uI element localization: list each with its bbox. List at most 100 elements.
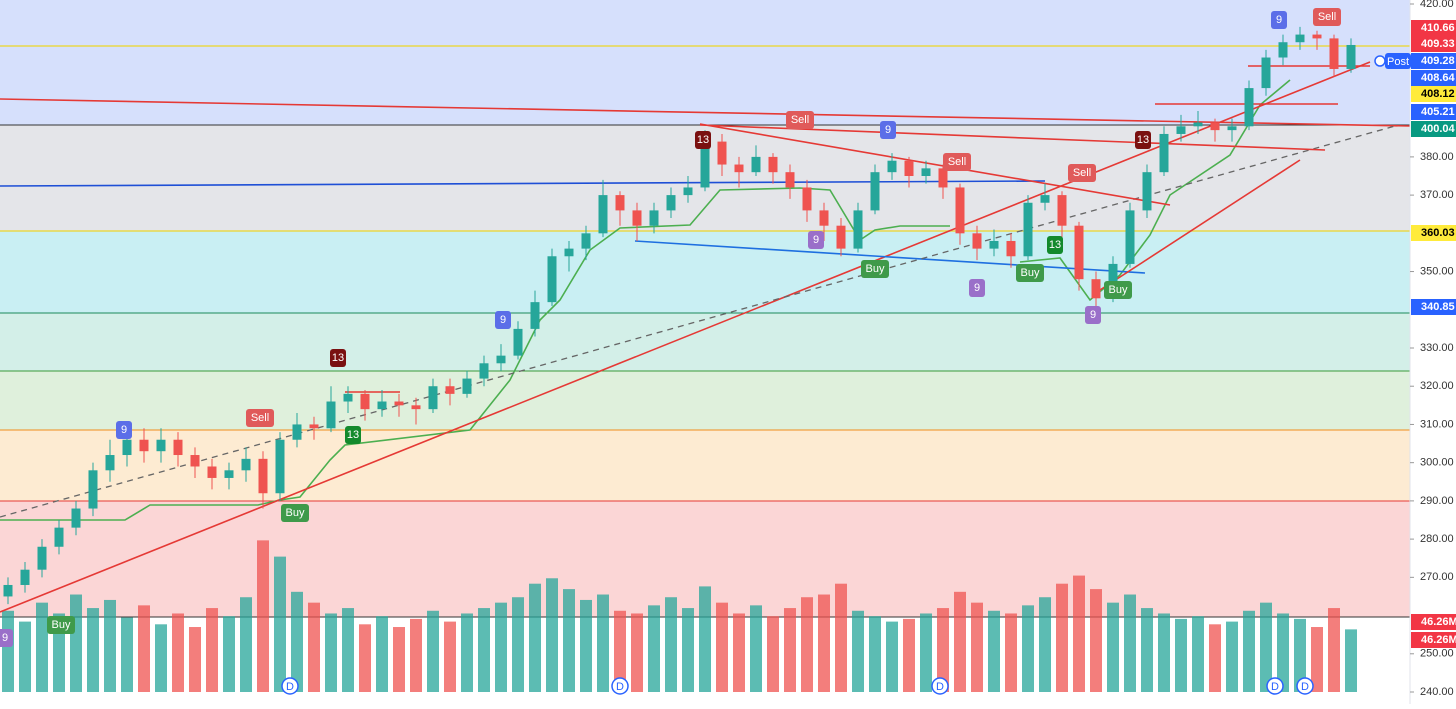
event-label: D [936, 681, 944, 693]
trend-lines [0, 61, 1411, 613]
volume-bar [240, 597, 252, 692]
price-tag [1411, 225, 1456, 241]
price-tag [1411, 614, 1456, 630]
volume-bar [444, 621, 456, 692]
volume-bar [291, 591, 303, 692]
y-tick-label: 320.00 [1420, 380, 1454, 392]
price-axis: 420.00 380.00 370.00 350.00 330.00 320.00 310.… [1410, 0, 1456, 698]
signal-label: Buy [52, 619, 71, 631]
candle-body [853, 210, 863, 249]
signal-badge [1085, 306, 1101, 324]
candle-body [530, 302, 540, 329]
signal-label: 13 [1049, 239, 1061, 251]
volume-bar [716, 602, 728, 692]
signal-label: Sell [1073, 167, 1091, 179]
y-tick-label: 330.00 [1420, 342, 1454, 354]
y-tick-label: 420.00 [1420, 0, 1454, 10]
event-label: D [1301, 681, 1309, 693]
price-tag [1411, 36, 1456, 52]
candle-body [904, 160, 914, 176]
y-tick-label: 300.00 [1420, 457, 1454, 469]
signal-badge [1016, 264, 1044, 282]
volume-bar [1090, 589, 1102, 692]
candle-body [717, 141, 727, 165]
volume-bar [87, 608, 99, 692]
candle-body [1346, 44, 1356, 69]
candle-body [1057, 195, 1067, 226]
volume-bar [954, 591, 966, 692]
volume-bar [920, 613, 932, 692]
volume-bar [580, 599, 592, 692]
volume-bar [2, 610, 14, 692]
volume-bar [495, 602, 507, 692]
volume-bar [546, 578, 558, 692]
volume-bar [359, 624, 371, 692]
candle-body [1244, 88, 1254, 127]
candle-body [1074, 225, 1084, 280]
volume-bar [189, 627, 201, 692]
candle-body [1295, 34, 1305, 43]
y-tick-label: 280.00 [1420, 533, 1454, 545]
signal-label: Buy [1109, 284, 1128, 296]
candle-body [360, 393, 370, 410]
candle-body [1125, 210, 1135, 264]
volume-bar [121, 617, 133, 692]
candle-body [173, 439, 183, 456]
candle-body [819, 210, 829, 226]
signal-label: 13 [332, 352, 344, 364]
candle-body [1176, 126, 1186, 134]
price-tag-label: 46.26M [1421, 634, 1456, 646]
candle-body [394, 401, 404, 406]
candle-body [972, 233, 982, 249]
signal-label: 9 [813, 234, 819, 246]
candle-body [1227, 126, 1237, 131]
signal-badge [330, 349, 346, 367]
y-tick-label: 250.00 [1420, 648, 1454, 660]
volume-bar [1005, 613, 1017, 692]
price-tag-label: 400.04 [1421, 123, 1456, 135]
signal-label: 9 [500, 314, 506, 326]
volume-bar [1294, 618, 1306, 692]
volume-bar [427, 610, 439, 692]
price-tag [1411, 632, 1456, 648]
candle-body [54, 527, 64, 547]
signal-label: 9 [974, 282, 980, 294]
signal-label: 9 [121, 424, 127, 436]
candle-body [37, 546, 47, 570]
volume-bar [104, 599, 116, 692]
signal-badge [1313, 8, 1341, 26]
price-tag-label: 340.85 [1421, 301, 1455, 313]
signal-badge [786, 111, 814, 129]
price-tag [1411, 299, 1456, 315]
volume-bar [1107, 602, 1119, 692]
volume-bar [903, 618, 915, 692]
candle-body [326, 401, 336, 429]
y-tick-label: 380.00 [1420, 151, 1454, 163]
volume-bar [818, 594, 830, 692]
volume-bar [1192, 616, 1204, 692]
volume-bar [274, 556, 286, 692]
volume-bar [223, 616, 235, 692]
volume-bar [971, 602, 983, 692]
y-tick-label: 270.00 [1420, 571, 1454, 583]
candle-body [955, 187, 965, 234]
volume-bar [206, 608, 218, 692]
candle-body [836, 225, 846, 249]
candle-body [1006, 240, 1016, 257]
signal-label: Sell [1318, 11, 1336, 23]
signal-badge [1104, 281, 1132, 299]
event-label: D [616, 681, 624, 693]
volume-bar [1056, 583, 1068, 692]
candle-body [785, 172, 795, 188]
volume-bar [342, 608, 354, 692]
price-tag [1411, 104, 1456, 120]
price-tag [1411, 121, 1456, 137]
signal-badge [1135, 131, 1151, 149]
volume-bar [1141, 608, 1153, 692]
price-tag-label: 360.03 [1421, 227, 1455, 239]
volume-bar [1022, 605, 1034, 692]
signal-label: Sell [948, 156, 966, 168]
y-tick-label: 290.00 [1420, 495, 1454, 507]
